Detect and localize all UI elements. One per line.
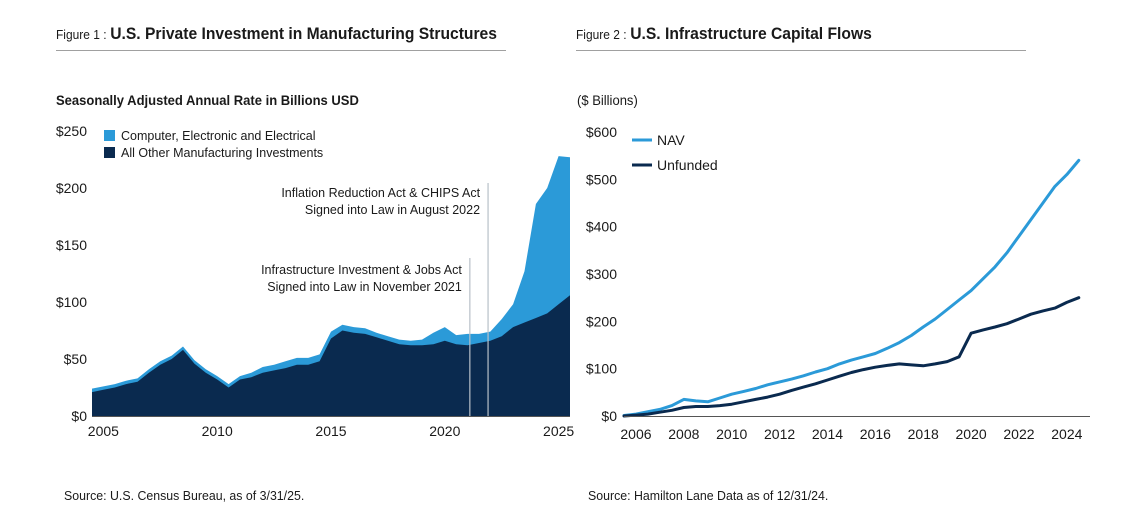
legend-label-all-other: All Other Manufacturing Investments xyxy=(121,146,323,160)
figure2-subtitle: ($ Billions) xyxy=(577,92,638,108)
legend-label-nav: NAV xyxy=(657,132,685,148)
y-tick-label: $500 xyxy=(586,171,617,187)
y-tick-label: $100 xyxy=(586,361,617,377)
y-tick-label: $200 xyxy=(586,313,617,329)
y-tick-label: $200 xyxy=(56,180,87,196)
annotation-text: Infrastructure Investment & Jobs Act xyxy=(261,263,462,277)
x-tick-label: 2014 xyxy=(812,426,843,442)
x-tick-label: 2006 xyxy=(620,426,651,442)
x-tick-label: 2015 xyxy=(315,423,346,439)
x-tick-label: 2008 xyxy=(668,426,699,442)
y-tick-label: $150 xyxy=(56,237,87,253)
figure1-number: Figure 1 : xyxy=(56,27,107,42)
figure2-rule xyxy=(576,50,1026,51)
x-tick-label: 2005 xyxy=(88,423,119,439)
y-tick-label: $300 xyxy=(586,266,617,282)
y-tick-label: $250 xyxy=(56,123,87,139)
x-tick-label: 2020 xyxy=(956,426,987,442)
x-tick-label: 2016 xyxy=(860,426,891,442)
series-line-unfunded xyxy=(622,296,1081,418)
annotation-text: Inflation Reduction Act & CHIPS Act xyxy=(281,186,480,200)
figure1-source: Source: U.S. Census Bureau, as of 3/31/2… xyxy=(64,488,305,503)
figure2-title: U.S. Infrastructure Capital Flows xyxy=(630,24,872,43)
x-tick-label: 2024 xyxy=(1051,426,1082,442)
y-tick-label: $400 xyxy=(586,219,617,235)
y-tick-label: $100 xyxy=(56,294,87,310)
x-tick-label: 2010 xyxy=(202,423,233,439)
figure1-title: U.S. Private Investment in Manufacturing… xyxy=(110,24,497,43)
y-tick-label: $0 xyxy=(601,408,617,424)
y-tick-label: $600 xyxy=(586,124,617,140)
x-tick-label: 2010 xyxy=(716,426,747,442)
legend-label-unfunded: Unfunded xyxy=(657,157,718,173)
y-tick-label: $0 xyxy=(71,408,87,424)
x-tick-label: 2018 xyxy=(908,426,939,442)
x-tick-label: 2020 xyxy=(429,423,460,439)
y-tick-label: $50 xyxy=(64,351,88,367)
figure2-title-block: Figure 2 : U.S. Infrastructure Capital Fl… xyxy=(576,24,872,44)
x-tick-label: 2012 xyxy=(764,426,795,442)
annotation-text: Signed into Law in August 2022 xyxy=(305,203,480,217)
x-tick-label: 2025 xyxy=(543,423,574,439)
x-tick-label: 2022 xyxy=(1003,426,1034,442)
figure2-number: Figure 2 : xyxy=(576,27,627,42)
figure1-title-block: Figure 1 : U.S. Private Investment in Man… xyxy=(56,24,497,44)
legend-swatch-computer-electronic xyxy=(104,130,115,141)
legend-label-computer-electronic: Computer, Electronic and Electrical xyxy=(121,129,316,143)
figure2-source: Source: Hamilton Lane Data as of 12/31/2… xyxy=(588,488,829,503)
series-area-all-other xyxy=(92,295,570,416)
figure1-rule xyxy=(56,50,506,51)
series-line-nav xyxy=(622,158,1081,417)
legend-swatch-all-other xyxy=(104,147,115,158)
annotation-text: Signed into Law in November 2021 xyxy=(267,280,462,294)
figure1-subtitle: Seasonally Adjusted Annual Rate in Billi… xyxy=(56,92,359,108)
